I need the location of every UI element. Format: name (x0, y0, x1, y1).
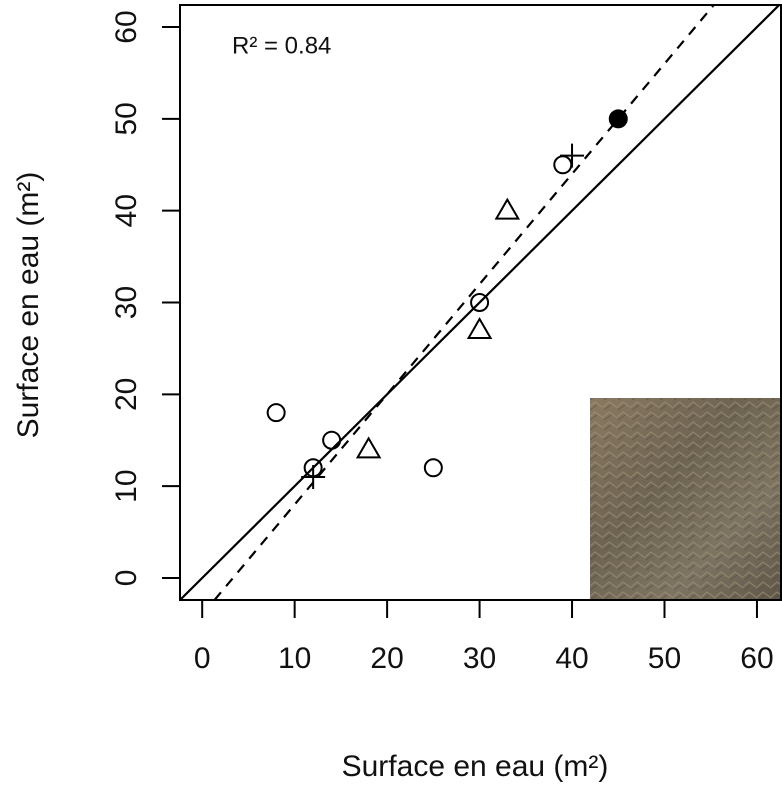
y-tick-label: 20 (110, 378, 143, 411)
point (470, 293, 490, 312)
fit-line (179, 4, 780, 601)
point (466, 317, 493, 340)
y-tick-label: 10 (110, 469, 143, 502)
point (423, 458, 443, 478)
plot-frame (179, 4, 782, 601)
x-tick-label: 40 (555, 642, 588, 675)
y-tick-label: 40 (110, 194, 143, 227)
y-tick-label: 30 (110, 286, 143, 319)
point (553, 155, 573, 175)
photo-texture (590, 398, 782, 600)
x-tick-label: 30 (463, 642, 496, 675)
x-tick-label: 10 (278, 642, 311, 675)
x-axis-label: Surface en eau (m²) (342, 750, 609, 783)
point (301, 464, 326, 489)
point (355, 436, 382, 459)
annotation: R² = 0.84 (232, 32, 331, 59)
fit-line (213, 4, 715, 601)
point (494, 197, 521, 220)
point (560, 143, 585, 168)
point (266, 403, 286, 423)
y-axis-label: Surface en eau (m²) (12, 172, 45, 439)
point (608, 109, 628, 129)
x-tick-label: 20 (370, 642, 403, 675)
point (322, 430, 342, 450)
x-tick-label: 0 (194, 642, 211, 675)
y-tick-label: 50 (110, 102, 143, 135)
y-tick-label: 60 (110, 10, 143, 43)
y-tick-label: 0 (110, 570, 143, 587)
x-tick-label: 50 (648, 642, 681, 675)
x-tick-label: 60 (740, 642, 773, 675)
